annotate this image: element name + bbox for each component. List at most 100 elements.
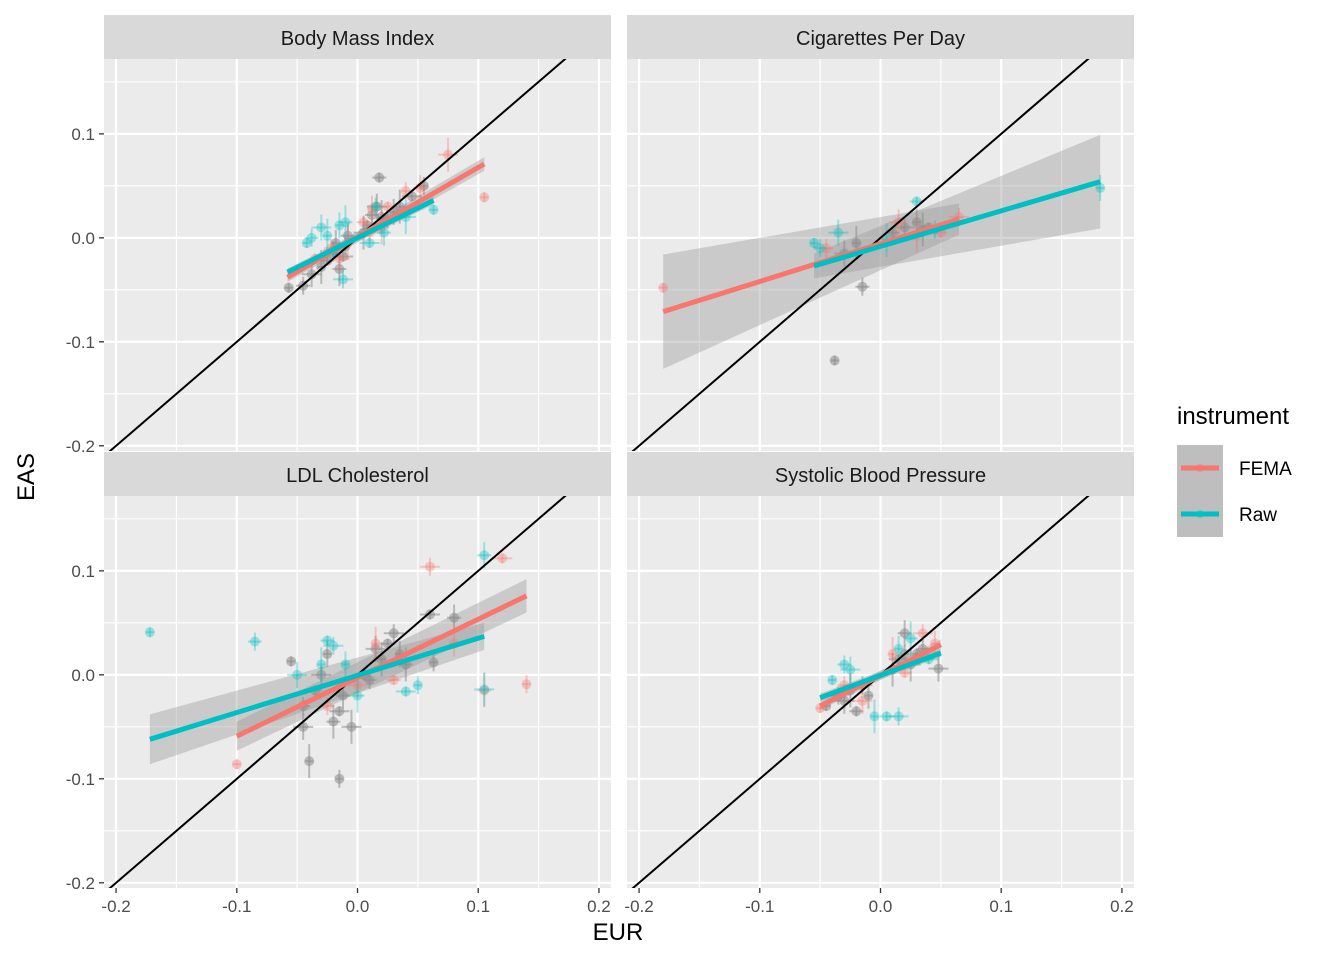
panels-layer: Body Mass Index -0.2 -0.1 0.0 0.1 Cigarettes …: [66, 15, 1134, 916]
legend-entries: FEMA Raw: [1177, 445, 1292, 537]
x-tick-label: 0.0: [346, 897, 370, 916]
x-tick-label: 0.1: [466, 897, 490, 916]
data-point: [249, 636, 260, 647]
data-point: [338, 690, 349, 701]
y-tick-label: -0.2: [66, 437, 95, 456]
x-tick-label: -0.1: [745, 897, 774, 916]
data-point: [316, 659, 327, 670]
data-point: [899, 628, 910, 639]
identity-line: [631, 59, 1090, 451]
data-point: [479, 685, 490, 696]
x-tick-label: 0.1: [989, 897, 1013, 916]
data-point: [899, 667, 910, 678]
gridlines: [627, 59, 1134, 451]
data-point: [933, 663, 944, 674]
data-point: [340, 659, 351, 670]
fit-line-raw: [286, 198, 435, 275]
data-point: [863, 690, 874, 701]
data-point: [827, 675, 838, 686]
panel-1: Body Mass Index -0.2 -0.1 0.0 0.1: [66, 15, 611, 456]
data-point: [352, 680, 363, 691]
data-point: [899, 222, 910, 233]
data-point: [364, 238, 375, 249]
y-tick-label: 0.1: [71, 562, 95, 581]
facet-strip: [104, 452, 611, 496]
data-point: [428, 204, 439, 215]
data-point: [388, 675, 399, 686]
data-point: [809, 238, 820, 249]
y-tick-label: -0.1: [66, 770, 95, 789]
data-point: [881, 711, 892, 722]
x-tick-label: -0.1: [222, 897, 251, 916]
data-point: [479, 550, 490, 561]
data-point: [316, 669, 327, 680]
data-point: [370, 638, 381, 649]
data-point: [306, 232, 317, 243]
data-point: [316, 222, 327, 233]
data-point: [829, 355, 840, 366]
fit-line-raw: [813, 179, 1101, 269]
facet-strip: [627, 15, 1134, 59]
data-point: [338, 274, 349, 285]
data-point: [833, 227, 844, 238]
legend-label: FEMA: [1239, 459, 1292, 480]
data-point: [893, 711, 904, 722]
x-tick-label: -0.2: [101, 897, 130, 916]
facet-title: Body Mass Index: [281, 28, 434, 50]
data-point: [328, 640, 339, 651]
data-point: [821, 243, 832, 254]
panel-content: [631, 59, 1106, 451]
data-point: [379, 227, 390, 238]
data-point: [366, 203, 377, 214]
data-point: [334, 264, 345, 275]
data-point: [358, 217, 369, 228]
data-point: [304, 756, 315, 767]
data-point: [497, 553, 508, 564]
facet-title: Systolic Blood Pressure: [775, 465, 986, 487]
y-tick-label: 0.0: [71, 666, 95, 685]
facet-title: Cigarettes Per Day: [796, 28, 965, 50]
data-point: [334, 706, 345, 717]
facet-title: LDL Cholesterol: [286, 465, 429, 487]
data-point: [905, 633, 916, 644]
legend-key-point: [1196, 510, 1204, 518]
panel-4: Systolic Blood Pressure -0.2 -0.1 0.0 0.1 0.2: [624, 452, 1134, 916]
data-point: [424, 609, 435, 620]
data-point: [1095, 182, 1106, 193]
data-point: [322, 649, 333, 660]
data-point: [869, 711, 880, 722]
data-point: [144, 627, 155, 638]
data-point: [286, 656, 297, 667]
data-point: [352, 690, 363, 701]
x-tick-label: 0.2: [1110, 897, 1134, 916]
data-point: [449, 612, 460, 623]
panel-2: Cigarettes Per Day: [627, 15, 1134, 451]
x-tick-label: -0.2: [624, 897, 653, 916]
data-point: [301, 238, 312, 249]
data-point: [374, 172, 385, 183]
data-point: [370, 643, 381, 654]
panel-3: LDL Cholesterol -0.2 -0.1 0.0 0.1 -0.2 -0.1 0.0…: [66, 452, 611, 916]
fit-line-raw: [819, 650, 942, 701]
data-point: [334, 220, 345, 231]
data-point: [388, 628, 399, 639]
data-point: [231, 759, 242, 770]
y-tick-label: -0.2: [66, 874, 95, 893]
data-point: [412, 680, 423, 691]
legend: instrument FEMA Raw: [1177, 403, 1292, 537]
y-tick-label: 0.0: [71, 229, 95, 248]
panel-content: [108, 496, 567, 888]
data-point: [306, 269, 317, 280]
data-point: [371, 201, 382, 212]
data-point: [346, 721, 357, 732]
data-point: [316, 261, 327, 272]
data-point: [887, 649, 898, 660]
data-point: [340, 217, 351, 228]
data-point: [342, 230, 353, 241]
fit-line-fema: [662, 216, 960, 315]
data-point: [428, 657, 439, 668]
data-point: [424, 561, 435, 572]
data-point: [845, 664, 856, 675]
facet-strip: [627, 452, 1134, 496]
gridlines: [104, 496, 611, 888]
